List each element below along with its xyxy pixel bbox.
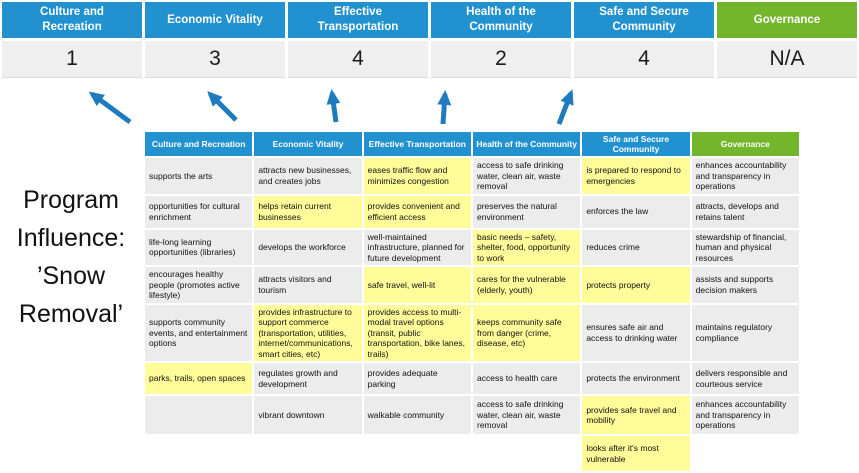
table-cell: provides adequate parking [361,361,473,396]
table-cell: safe travel, well-lit [361,265,473,305]
table-cell: enhances accountability and transparency… [689,394,802,436]
arrow-icon [207,91,238,122]
table-cell: attracts visitors and tourism [252,265,364,305]
table-cell: assists and supports decision makers [689,265,802,305]
table-cell: supports community events, and entertain… [142,302,255,363]
table-cell: opportunities for cultural enrichment [142,193,255,230]
table-cell [142,434,255,473]
table-cell: eases traffic flow and minimizes congest… [361,156,473,196]
table-cell [470,434,583,473]
table-cell: ensures safe air and access to drinking … [580,302,692,363]
program-label-line: ’Snow [36,262,106,290]
table-cell: protects property [580,265,692,305]
summary-score-economic-vitality: 3 [145,41,285,78]
table-cell: basic needs – safety, shelter, food, opp… [470,227,583,267]
column-header-governance: Governance [689,130,802,158]
table-row: supports community events, and entertain… [142,302,802,363]
table-cell: helps retain current businesses [252,193,364,230]
summary-category-safe-and-secure-community: Safe and Secure Community [574,2,714,38]
arrow-icon [556,89,574,125]
summary-header-row: Culture and Recreation Economic Vitality… [0,2,859,38]
column-header-culture-and-recreation: Culture and Recreation [142,130,255,158]
table-cell: supports the arts [142,156,255,196]
summary-category-health-of-the-community: Health of the Community [431,2,571,38]
table-row: supports the arts attracts new businesses… [142,156,802,196]
table-cell: develops the workforce [252,227,364,267]
table-cell: looks after it's most vulnerable [580,434,692,473]
summary-score-culture-and-recreation: 1 [2,41,142,78]
table-cell: delivers responsible and courteous servi… [689,361,802,396]
table-cell: provides infrastructure to support comme… [252,302,364,363]
table-cell: attracts new businesses, and creates job… [252,156,364,196]
table-cell [361,434,473,473]
summary-category-governance: Governance [717,2,857,38]
table-row: life-long learning opportunities (librar… [142,227,802,267]
column-header-effective-transportation: Effective Transportation [361,130,473,158]
program-influence-label: Program Influence: ’Snow Removal’ [0,181,142,333]
table-row: encourages healthy people (promotes acti… [142,265,802,305]
program-label-line: Removal’ [18,300,124,328]
program-label-line: Influence: [16,224,126,252]
table-cell: parks, trails, open spaces [142,361,255,396]
arrow-icon [326,89,341,123]
table-row: opportunities for cultural enrichment hel… [142,193,802,230]
table-cell: keeps community safe from danger (crime,… [470,302,583,363]
table-cell: enforces the law [580,193,692,230]
influence-arrows [88,89,574,125]
summary-score-governance: N/A [717,41,857,78]
summary-category-economic-vitality: Economic Vitality [145,2,285,38]
table-cell: walkable community [361,394,473,436]
table-cell: provides access to multi-modal travel op… [361,302,473,363]
table-cell: protects the environment [580,361,692,396]
table-row: looks after it's most vulnerable [142,434,802,473]
table-row: parks, trails, open spaces regulates grow… [142,361,802,396]
summary-values-row: 1 3 4 2 4 N/A [0,41,859,78]
table-cell: regulates growth and development [252,361,364,396]
summary-category-culture-and-recreation: Culture and Recreation [2,2,142,38]
table-cell: access to safe drinking water, clean air… [470,394,583,436]
column-header-economic-vitality: Economic Vitality [252,130,364,158]
program-label-line: Program [23,186,119,214]
influence-matrix: Culture and Recreation Economic Vitality E… [142,130,802,473]
table-cell [689,434,802,473]
table-row: vibrant downtown walkable community access… [142,394,802,436]
matrix-header-row: Culture and Recreation Economic Vitality E… [142,130,802,158]
table-cell [252,434,364,473]
table-cell: maintains regulatory compliance [689,302,802,363]
column-header-safe-and-secure-community: Safe and Secure Community [580,130,692,158]
summary-score-health-of-the-community: 2 [431,41,571,78]
table-cell: provides convenient and efficient access [361,193,473,230]
arrow-icon [437,90,452,125]
table-cell: stewardship of financial, human and phys… [689,227,802,267]
table-cell: attracts, develops and retains talent [689,193,802,230]
arrow-icon [88,91,132,125]
table-cell: access to safe drinking water, clean air… [470,156,583,196]
table-cell: encourages healthy people (promotes acti… [142,265,255,305]
table-cell: reduces crime [580,227,692,267]
table-cell: cares for the vulnerable (elderly, youth… [470,265,583,305]
table-cell: life-long learning opportunities (librar… [142,227,255,267]
summary-score-effective-transportation: 4 [288,41,428,78]
table-cell: well-maintained infrastructure, planned … [361,227,473,267]
summary-score-safe-and-secure-community: 4 [574,41,714,78]
matrix-body: supports the arts attracts new businesses… [142,156,802,473]
column-header-health-of-the-community: Health of the Community [470,130,583,158]
table-cell: vibrant downtown [252,394,364,436]
table-cell: provides safe travel and mobility [580,394,692,436]
table-cell: is prepared to respond to emergencies [580,156,692,196]
table-cell [142,394,255,436]
table-cell: enhances accountability and transparency… [689,156,802,196]
table-cell: preserves the natural environment [470,193,583,230]
table-cell: access to health care [470,361,583,396]
summary-category-effective-transportation: Effective Transportation [288,2,428,38]
